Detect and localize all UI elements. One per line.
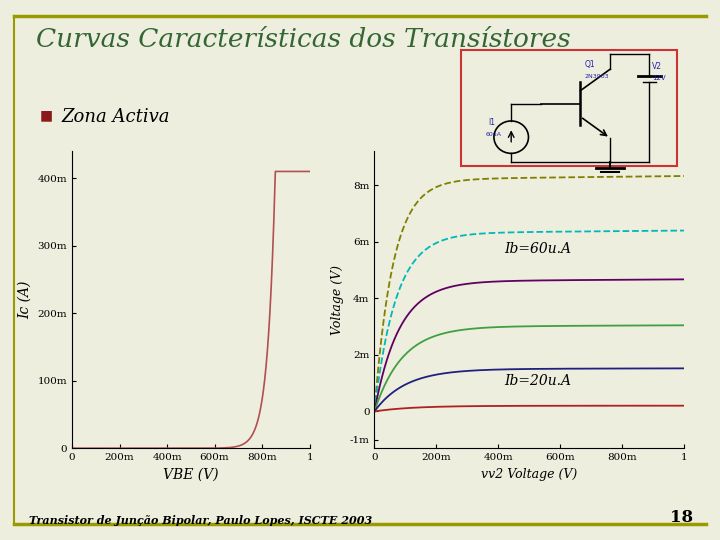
Text: V2: V2	[652, 62, 662, 71]
Text: Zona Activa: Zona Activa	[61, 108, 170, 126]
Text: Ib=20u.A: Ib=20u.A	[505, 374, 572, 388]
Text: I1: I1	[488, 118, 495, 127]
Text: 18: 18	[670, 510, 693, 526]
Text: Q1: Q1	[585, 60, 595, 69]
Text: ■: ■	[40, 108, 53, 122]
Y-axis label: Ic (A): Ic (A)	[18, 280, 32, 319]
Text: 2N3903: 2N3903	[585, 74, 610, 79]
Text: Ib=60u.A: Ib=60u.A	[505, 242, 572, 256]
X-axis label: VBE (V): VBE (V)	[163, 468, 219, 482]
Text: 12V: 12V	[652, 75, 665, 81]
Text: 60uA: 60uA	[486, 132, 502, 137]
Text: Transistor de Junção Bipolar, Paulo Lopes, ISCTE 2003: Transistor de Junção Bipolar, Paulo Lope…	[29, 516, 372, 526]
Text: Curvas Características dos Transístores: Curvas Características dos Transístores	[36, 27, 571, 52]
X-axis label: vv2 Voltage (V): vv2 Voltage (V)	[481, 468, 577, 481]
Y-axis label: Voltage (V): Voltage (V)	[331, 265, 344, 335]
